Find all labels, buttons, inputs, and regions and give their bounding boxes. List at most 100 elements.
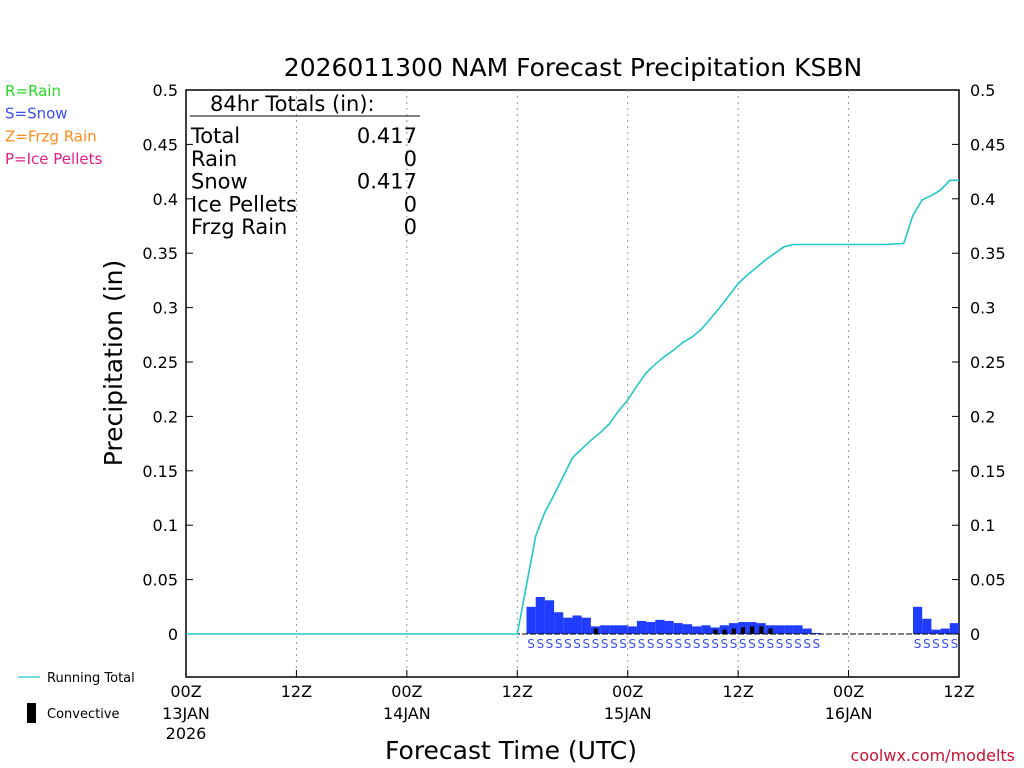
ptype-label: S [730,637,738,651]
precip-bar [802,628,812,634]
ptype-label: S [638,637,646,651]
totals-row-label: Rain [191,147,237,171]
x-tick-date: 16JAN [825,704,873,723]
x-tick-date: 14JAN [383,704,431,723]
precip-bar [655,619,665,634]
plot-frame [185,89,960,678]
totals-row-label: Ice Pellets [191,192,297,216]
precip-bar [949,623,959,634]
y-axis-label: Precipitation (in) [99,260,128,467]
ptype-label: S [527,637,535,651]
ptype-label: S [941,637,949,651]
gridlines [295,90,850,677]
precip-bar [922,618,932,634]
ptype-label: S [748,637,756,651]
ptype-label: S [665,637,673,651]
ptype-label: S [776,637,784,651]
y-tick-label-right: 0 [970,625,980,644]
y-tick-label: 0.1 [153,516,178,535]
x-tick-label: 12Z [722,682,753,701]
ptype-label: S [711,637,719,651]
precip-bar [646,622,656,634]
y-tick-label-right: 0.3 [970,299,995,318]
running-total-line [186,179,959,635]
ptype-legend-item: P=Ice Pellets [5,150,102,168]
ptype-label: S [721,637,729,651]
totals-row-value: 0.417 [357,170,417,194]
totals-header: 84hr Totals (in): [210,92,375,116]
ptype-label: S [629,637,637,651]
ptype-label: S [592,637,600,651]
y-tick-label: 0.35 [142,244,178,263]
totals-row-value: 0.417 [357,124,417,148]
y-tick-label: 0.05 [142,571,178,590]
precip-bar [912,606,923,634]
totals-box: 84hr Totals (in): Total 0.417 Rain 0 Snow 0.4… [190,92,420,239]
ptype-label: S [757,637,765,651]
ptype-label: S [656,637,664,651]
precip-bar [811,632,821,634]
precip-bar [563,617,573,634]
ptype-label: S [647,637,655,651]
x-axis-label: Forecast Time (UTC) [385,736,637,765]
ptype-legend-item: R=Rain [5,82,61,100]
precip-bar [554,612,564,634]
ptype-label: S [675,637,683,651]
convective-bars [593,626,773,634]
x-tick-label: 00Z [612,682,643,701]
precip-bar [940,628,950,634]
precip-bar [931,629,941,634]
x-tick-label: 00Z [833,682,864,701]
x-tick-label: 12Z [281,682,312,701]
y-tick-label-right: 0.1 [970,516,995,535]
precip-bar [701,625,711,634]
chart-title: 2026011300 NAM Forecast Precipitation KS… [284,53,862,82]
x-tick-date: 15JAN [604,704,652,723]
precip-bar [535,597,545,634]
precip-bar [572,615,582,634]
precip-bar [774,625,785,634]
x-tick-year: 2026 [166,724,207,743]
ptype-label: S [923,637,931,651]
ptype-label: S [702,637,710,651]
ptype-legend-item: Z=Frzg Rain [5,127,97,145]
ptype-label: S [813,637,821,651]
x-tick-label: 12Z [502,682,533,701]
y-tick-label: 0 [168,625,178,644]
precip-bar [544,600,555,634]
source-credit: coolwx.com/modelts [851,746,1015,765]
ptype-label: S [546,637,554,651]
precip-bar [636,620,647,634]
y-axis-left: 0 0.05 0.1 0.15 0.2 0.25 0.3 0.35 0.4 0.45 0.5 [142,81,193,644]
y-tick-label-right: 0.35 [970,244,1006,263]
y-tick-label: 0.45 [142,135,178,154]
totals-row-value: 0 [404,147,417,171]
ptype-label: S [785,637,793,651]
ptype-label: S [693,637,701,651]
precip-bar [526,606,536,634]
precip-bar [784,625,794,634]
precip-bar [627,626,637,634]
ptype-label: S [914,637,922,651]
convective-bar [731,628,736,634]
convective-swatch [27,703,36,723]
ptype-label: S [610,637,618,651]
ptype-label: S [951,637,959,651]
convective-bar [759,626,764,634]
ptype-label: S [619,637,627,651]
precip-bar [609,625,619,634]
convective-bar [713,629,718,634]
y-tick-label: 0.5 [153,81,178,100]
convective-bar [768,628,773,634]
y-tick-label-right: 0.45 [970,135,1006,154]
y-tick-label-right: 0.25 [970,353,1006,372]
precip-bar [673,623,683,634]
ptype-legend: R=Rain S=Snow Z=Frzg Rain P=Ice Pellets [5,82,102,168]
precip-bar [581,617,591,634]
y-tick-label: 0.25 [142,353,178,372]
convective-bar [750,626,755,634]
y-tick-label: 0.3 [153,299,178,318]
